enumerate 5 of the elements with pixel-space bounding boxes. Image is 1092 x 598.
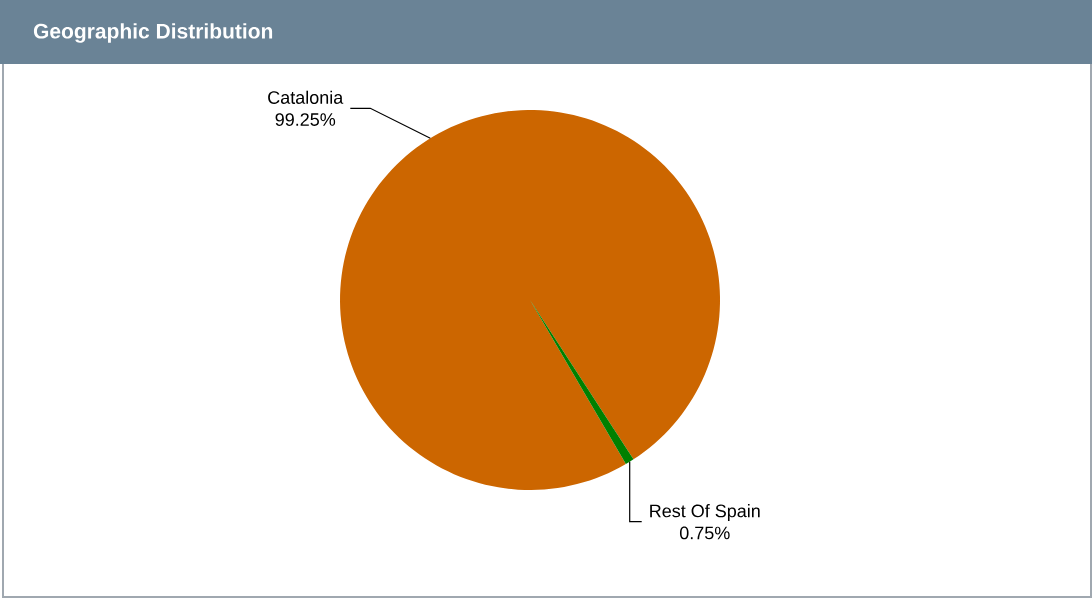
data-label: 0.75% xyxy=(679,526,730,540)
slice-label: Catalonia xyxy=(268,90,344,104)
slice-label: Rest Of Spain xyxy=(650,504,760,521)
chart-title: Geographic Distribution xyxy=(33,23,273,43)
data-label: 99.25% xyxy=(275,113,336,126)
